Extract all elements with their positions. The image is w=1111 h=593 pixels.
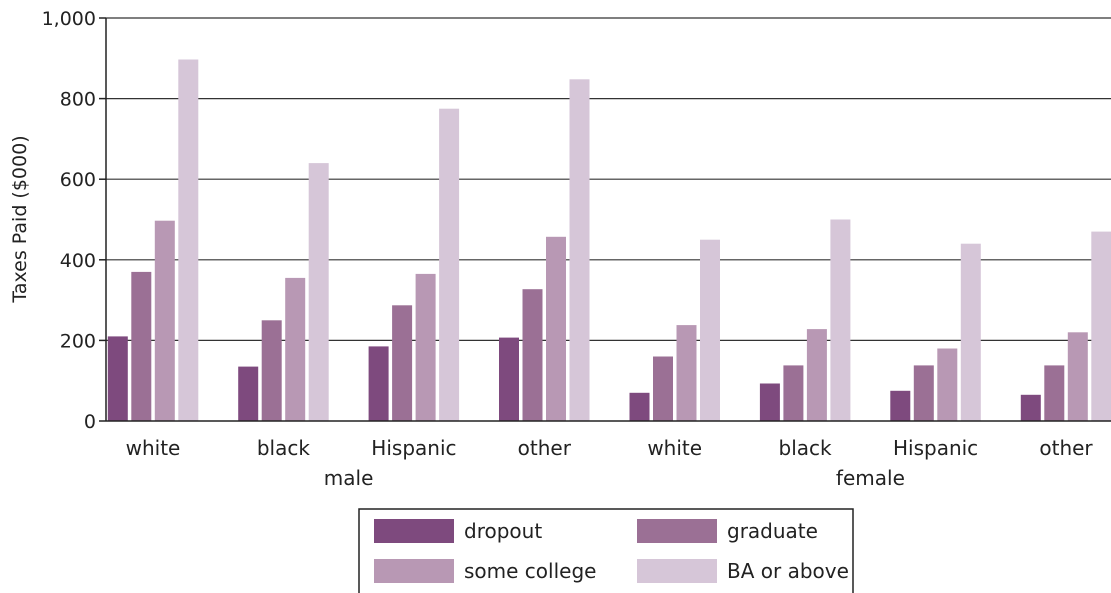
bar-some-college-7: [937, 348, 958, 421]
x-tick-label: black: [779, 436, 833, 460]
bar-graduate-2: [261, 320, 282, 422]
y-axis-title: Taxes Paid ($000): [9, 135, 31, 303]
y-tick-label: 0: [84, 411, 96, 433]
group-label: male: [324, 466, 374, 490]
bar-BA-or-above-5: [700, 239, 720, 421]
legend: dropout graduate some college BA or above: [358, 508, 854, 593]
bar-graduate-6: [783, 365, 804, 421]
bar-dropout-3: [368, 346, 389, 421]
bar-graduate-5: [653, 356, 673, 421]
x-tick-label: white: [647, 436, 702, 460]
legend-frame: [358, 508, 854, 593]
legend-swatch: [637, 519, 717, 543]
bar-dropout-1: [107, 336, 128, 421]
bar-dropout-4: [499, 337, 519, 421]
x-tick-label: other: [1039, 436, 1093, 460]
y-tick-label: 400: [60, 250, 96, 272]
group-label: female: [836, 466, 905, 490]
legend-swatch: [637, 559, 717, 583]
bar-BA-or-above-2: [308, 163, 329, 421]
bar-BA-or-above-6: [830, 219, 851, 421]
bar-graduate-1: [131, 271, 152, 421]
bar-some-college-5: [676, 325, 697, 421]
bars: [107, 59, 1111, 422]
bar-some-college-1: [154, 220, 175, 421]
bar-BA-or-above-7: [960, 243, 981, 421]
bar-graduate-7: [913, 365, 934, 421]
x-tick-label: white: [126, 436, 181, 460]
bar-graduate-4: [522, 289, 543, 421]
bar-BA-or-above-1: [178, 59, 199, 421]
legend-label: some college: [464, 559, 596, 583]
bar-BA-or-above-3: [439, 108, 460, 421]
axes: [105, 18, 1111, 422]
legend-label: graduate: [727, 519, 818, 543]
bar-BA-or-above-4: [569, 79, 590, 422]
legend-swatch: [374, 559, 454, 583]
y-tick-label: 200: [60, 330, 96, 352]
bar-BA-or-above-8: [1091, 231, 1111, 421]
bar-dropout-2: [238, 366, 259, 421]
y-ticks: 0 200 400 600 800 1,000: [42, 8, 106, 433]
x-tick-label: black: [257, 436, 311, 460]
group-labels: male female: [324, 466, 905, 490]
bar-dropout-5: [629, 392, 650, 421]
bar-graduate-8: [1044, 365, 1065, 421]
x-tick-label: Hispanic: [893, 436, 978, 460]
y-tick-label: 800: [60, 89, 96, 111]
bar-some-college-4: [546, 236, 566, 421]
bar-some-college-6: [806, 329, 827, 421]
legend-label: dropout: [464, 519, 542, 543]
bar-dropout-7: [890, 390, 911, 421]
bar-dropout-6: [759, 383, 780, 421]
bar-some-college-8: [1067, 332, 1088, 421]
bar-graduate-3: [392, 305, 413, 421]
legend-label: BA or above: [727, 559, 849, 583]
x-labels: white black Hispanic other white black Hispani…: [126, 436, 1094, 460]
x-tick-label: other: [518, 436, 572, 460]
bar-dropout-8: [1020, 394, 1041, 421]
bar-some-college-3: [415, 273, 436, 421]
bar-some-college-2: [285, 277, 306, 421]
legend-swatch: [374, 519, 454, 543]
y-tick-label: 1,000: [42, 8, 96, 30]
y-tick-label: 600: [60, 169, 96, 191]
gridlines: [106, 17, 1111, 341]
x-tick-label: Hispanic: [371, 436, 456, 460]
